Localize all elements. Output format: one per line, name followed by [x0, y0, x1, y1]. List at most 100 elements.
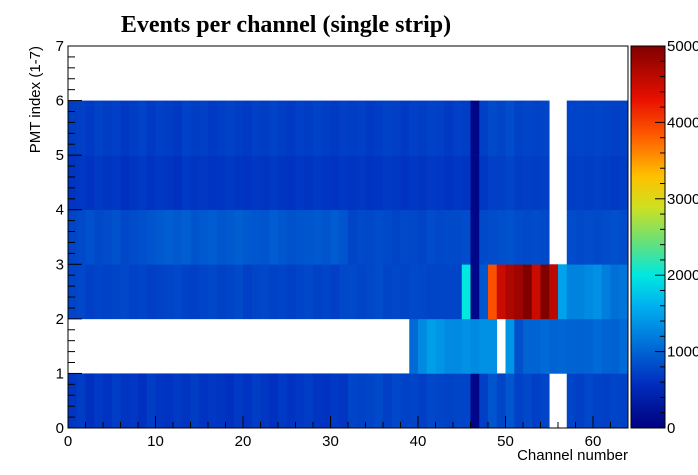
- heatmap-cell: [374, 264, 384, 320]
- heatmap-cell: [208, 209, 218, 265]
- heatmap-cell: [540, 264, 550, 320]
- heatmap-cell: [575, 100, 585, 156]
- heatmap-cell: [146, 100, 156, 156]
- heatmap-cell: [619, 209, 629, 265]
- heatmap-cell: [68, 264, 78, 320]
- heatmap-cell: [181, 264, 191, 320]
- heatmap-cell: [120, 155, 130, 211]
- heatmap-cell: [488, 100, 498, 156]
- heatmap-cell: [479, 318, 489, 374]
- heatmap-cell: [356, 373, 366, 429]
- heatmap-cell: [190, 373, 200, 429]
- heatmap-cell: [304, 100, 314, 156]
- heatmap-cell: [111, 264, 121, 320]
- heatmap-cell: [584, 318, 594, 374]
- heatmap-cell: [601, 100, 611, 156]
- heatmap-cell: [295, 155, 305, 211]
- heatmap-cell: [339, 209, 349, 265]
- heatmap-cell: [444, 373, 454, 429]
- heatmap-cell: [269, 100, 279, 156]
- heatmap-cell: [584, 264, 594, 320]
- heatmap-cell: [199, 209, 209, 265]
- heatmap-cell: [610, 318, 620, 374]
- heatmap-cell: [348, 264, 358, 320]
- heatmap-cell: [216, 209, 226, 265]
- heatmap-cell: [190, 100, 200, 156]
- heatmap-cell: [164, 373, 174, 429]
- heatmap-cell: [173, 373, 183, 429]
- heatmap-cell: [251, 155, 261, 211]
- heatmap-cell: [601, 209, 611, 265]
- heatmap-cell: [68, 209, 78, 265]
- colorbar-tick-label: 5000: [667, 38, 698, 55]
- x-tick-label: 40: [410, 433, 427, 450]
- colorbar-tick-label: 0: [667, 420, 675, 437]
- heatmap-cell: [138, 373, 148, 429]
- heatmap-cell: [243, 155, 253, 211]
- heatmap-cell: [286, 100, 296, 156]
- heatmap-cell: [610, 100, 620, 156]
- heatmap-cell: [243, 264, 253, 320]
- heatmap-cell: [251, 100, 261, 156]
- heatmap-cell: [566, 100, 576, 156]
- heatmap-cell: [295, 100, 305, 156]
- heatmap-cell: [400, 373, 410, 429]
- heatmap-cell: [85, 209, 95, 265]
- heatmap-cell: [488, 318, 498, 374]
- heatmap-cell: [234, 155, 244, 211]
- heatmap-cell: [601, 155, 611, 211]
- heatmap-cell: [444, 155, 454, 211]
- colorbar-tick-label: 4000: [667, 114, 698, 131]
- heatmap-cell: [593, 373, 603, 429]
- heatmap-cell: [619, 100, 629, 156]
- heatmap-cell: [216, 373, 226, 429]
- heatmap-cell: [181, 100, 191, 156]
- heatmap-cell: [286, 264, 296, 320]
- heatmap-cell: [593, 318, 603, 374]
- heatmap-cell: [339, 100, 349, 156]
- heatmap-cell: [155, 264, 165, 320]
- heatmap-cell: [418, 209, 428, 265]
- heatmap-cell: [566, 155, 576, 211]
- heatmap-cell: [146, 155, 156, 211]
- heatmap-cell: [181, 209, 191, 265]
- y-tick-label: 2: [56, 311, 64, 328]
- heatmap-cells: [68, 100, 629, 429]
- heatmap-cell: [453, 209, 463, 265]
- heatmap-cell: [356, 100, 366, 156]
- heatmap-cell: [531, 373, 541, 429]
- heatmap-cell: [470, 264, 480, 320]
- heatmap-cell: [479, 100, 489, 156]
- heatmap-cell: [470, 318, 480, 374]
- heatmap-cell: [418, 155, 428, 211]
- heatmap-cell: [330, 100, 340, 156]
- heatmap-cell: [461, 155, 471, 211]
- heatmap-cell: [383, 100, 393, 156]
- heatmap-cell: [68, 155, 78, 211]
- heatmap-cell: [120, 100, 130, 156]
- chart-title: Events per channel (single strip): [121, 12, 451, 38]
- heatmap-cell: [549, 318, 559, 374]
- heatmap-cell: [426, 264, 436, 320]
- heatmap-cell: [94, 155, 104, 211]
- heatmap-cell: [164, 209, 174, 265]
- heatmap-cell: [313, 100, 323, 156]
- y-tick-label: 0: [56, 420, 64, 437]
- heatmap-cell: [138, 209, 148, 265]
- heatmap-cell: [278, 264, 288, 320]
- heatmap-cell: [199, 373, 209, 429]
- heatmap-cell: [505, 209, 515, 265]
- heatmap-cell: [286, 373, 296, 429]
- heatmap-cell: [103, 373, 113, 429]
- heatmap-cell: [531, 264, 541, 320]
- heatmap-cell: [575, 155, 585, 211]
- heatmap-cell: [243, 373, 253, 429]
- heatmap-cell: [208, 100, 218, 156]
- heatmap-cell: [453, 155, 463, 211]
- heatmap-cell: [129, 100, 139, 156]
- heatmap-cell: [146, 209, 156, 265]
- heatmap-cell: [330, 373, 340, 429]
- heatmap-cell: [173, 264, 183, 320]
- heatmap-cell: [470, 209, 480, 265]
